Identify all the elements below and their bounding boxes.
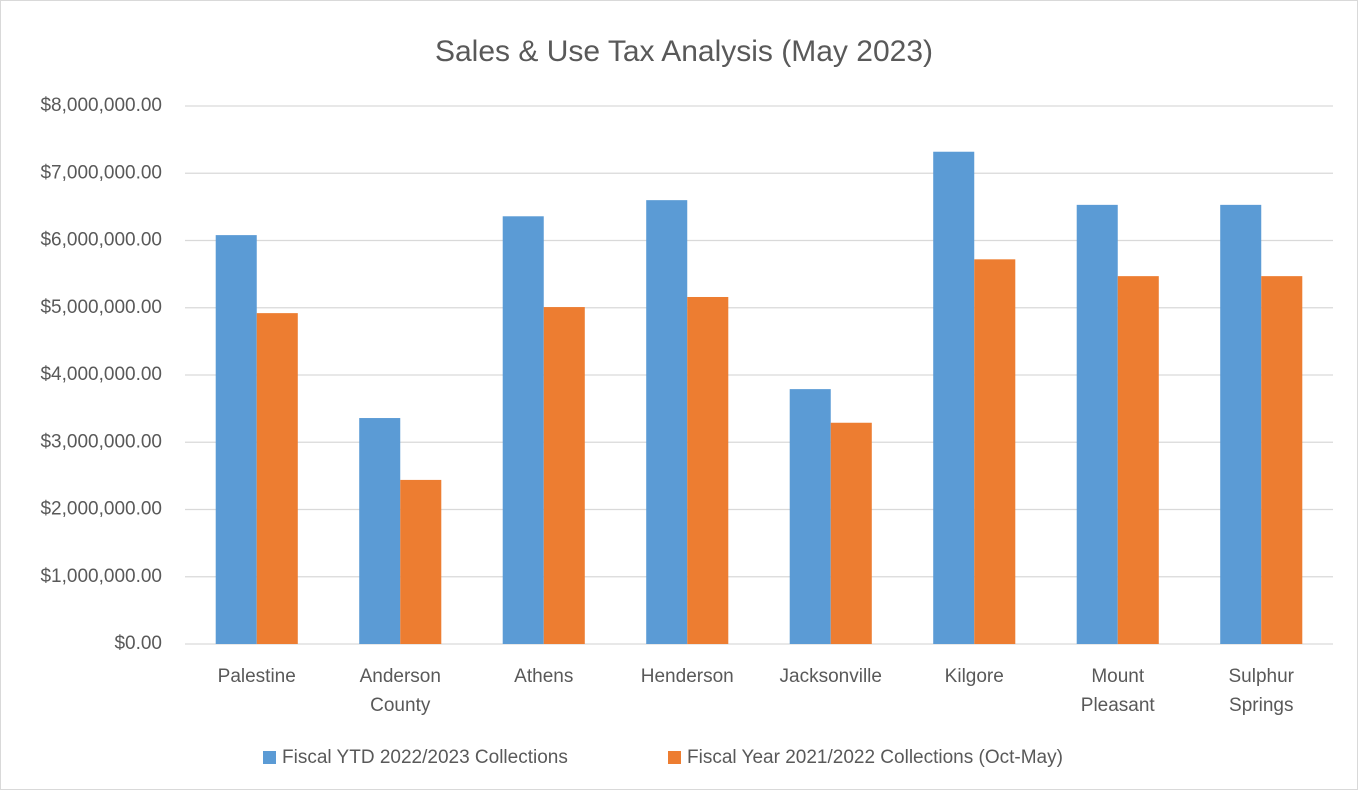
bar <box>543 307 585 644</box>
bar <box>933 151 975 645</box>
y-tick-label: $0.00 <box>114 633 162 654</box>
legend-swatch <box>668 751 681 764</box>
y-tick-label: $3,000,000.00 <box>40 431 162 452</box>
y-tick-label: $8,000,000.00 <box>40 95 162 116</box>
x-tick-label: Anderson County <box>359 666 441 716</box>
bar <box>256 313 298 644</box>
bar <box>400 479 442 644</box>
y-tick-label: $4,000,000.00 <box>40 364 162 385</box>
y-tick-label: $1,000,000.00 <box>40 566 162 587</box>
x-tick-label: Kilgore <box>944 666 1004 687</box>
bar <box>1076 204 1118 645</box>
y-tick-label: $6,000,000.00 <box>40 230 162 251</box>
legend-swatch <box>263 751 276 764</box>
bar <box>974 259 1016 644</box>
bar <box>1261 276 1303 644</box>
x-tick-label: Palestine <box>217 666 296 687</box>
x-tick-label: Athens <box>514 666 574 687</box>
bar <box>215 235 257 644</box>
bar <box>502 216 544 645</box>
legend-label: Fiscal YTD 2022/2023 Collections <box>282 747 568 768</box>
x-tick-label: Sulphur Springs <box>1228 666 1295 716</box>
y-tick-label: $7,000,000.00 <box>40 162 162 183</box>
bar <box>687 296 729 644</box>
y-tick-label: $2,000,000.00 <box>40 499 162 520</box>
bar <box>1220 204 1262 645</box>
bar <box>830 422 872 644</box>
legend-label: Fiscal Year 2021/2022 Collections (Oct-M… <box>687 747 1063 768</box>
bar <box>359 418 401 644</box>
x-tick-label: Jacksonville <box>779 666 882 687</box>
chart-title: Sales & Use Tax Analysis (May 2023) <box>435 35 933 68</box>
bar <box>1117 276 1159 644</box>
y-tick-label: $5,000,000.00 <box>40 297 162 318</box>
bar <box>646 200 688 644</box>
x-tick-label: Henderson <box>640 666 734 687</box>
x-tick-label: Mount Pleasant <box>1080 666 1155 716</box>
bar <box>789 389 831 644</box>
